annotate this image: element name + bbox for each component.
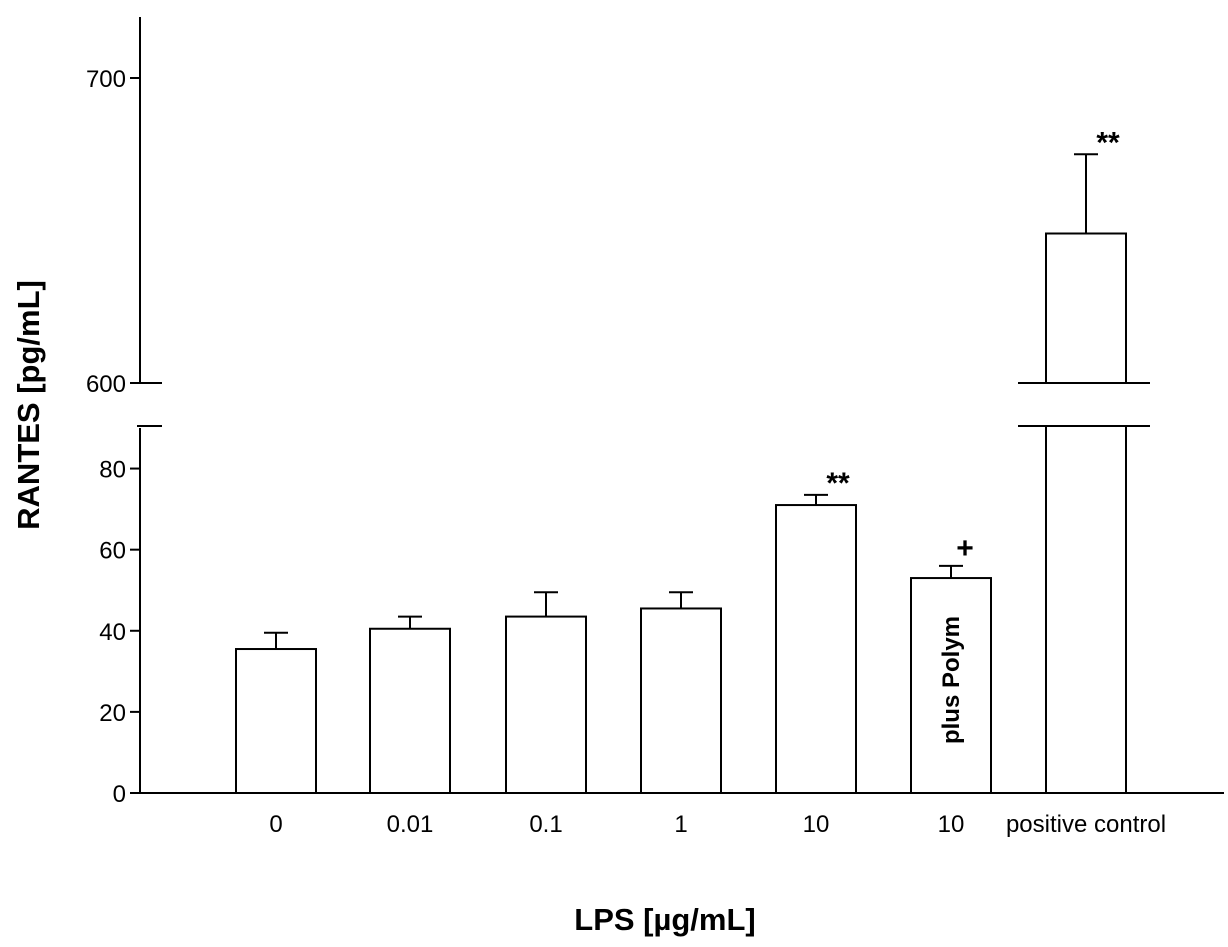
significance-marker: ** xyxy=(1096,126,1120,159)
bars: ** + plus Polym ** xyxy=(235,126,1150,794)
y-tick-label: 80 xyxy=(99,457,126,484)
significance-marker: ** xyxy=(826,467,850,500)
tick-labels: 0 20 40 60 80 600 700 0 0.01 0.1 1 10 10 positive con… xyxy=(86,66,1166,838)
bar xyxy=(235,648,317,794)
x-tick-label: 1 xyxy=(674,811,687,838)
x-tick-label: positive control xyxy=(1006,811,1166,838)
x-tick-label: 0.1 xyxy=(529,811,562,838)
y-tick-label: 40 xyxy=(99,619,126,646)
bar-group xyxy=(505,591,587,794)
bar-group xyxy=(640,591,722,794)
bar-inner-label: plus Polym xyxy=(938,616,965,744)
x-tick-label: 0 xyxy=(269,811,282,838)
bar-group xyxy=(369,615,451,794)
x-axis-label: LPS [µg/mL] xyxy=(574,902,755,937)
bar xyxy=(640,607,722,794)
bar-group: ** xyxy=(775,467,857,794)
y-tick-label: 700 xyxy=(86,66,126,93)
x-tick-label: 10 xyxy=(938,811,965,838)
x-tick-label: 10 xyxy=(803,811,830,838)
x-tick-label: 0.01 xyxy=(387,811,434,838)
y-tick-label: 600 xyxy=(86,371,126,398)
bar-group: ** xyxy=(1018,126,1150,793)
bar xyxy=(505,615,587,794)
significance-marker: + xyxy=(956,532,974,565)
bar-lower-part xyxy=(1045,426,1127,793)
bar-group xyxy=(235,631,317,794)
y-tick-label: 0 xyxy=(113,781,126,808)
bar xyxy=(775,504,857,794)
y-axis-label: RANTES [pg/mL] xyxy=(11,280,46,530)
y-tick-label: 60 xyxy=(99,538,126,565)
y-tick-label: 20 xyxy=(99,700,126,727)
bar xyxy=(910,577,992,794)
bar xyxy=(369,627,451,794)
bar-upper-part xyxy=(1045,232,1127,383)
bar-group: + plus Polym xyxy=(910,532,992,794)
